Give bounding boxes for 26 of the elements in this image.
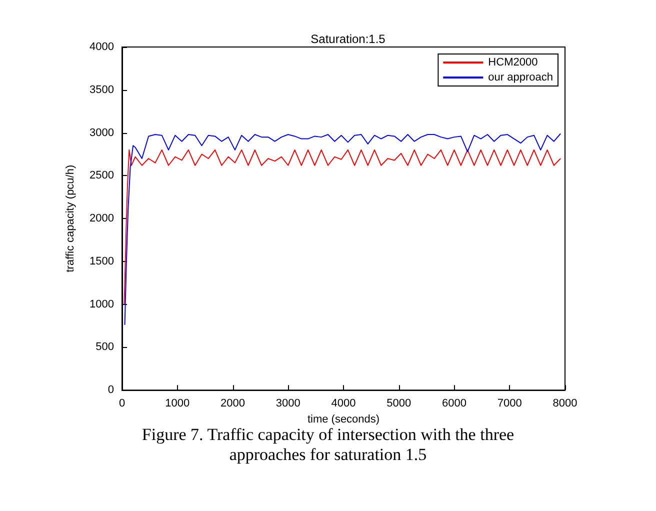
line-series (124, 149, 562, 305)
y-tick-label: 1000 (90, 298, 114, 310)
x-tick-label: 2000 (220, 398, 245, 410)
x-tick-label: 7000 (497, 398, 522, 410)
x-tick-label: 0 (118, 398, 126, 410)
legend-label: our approach (488, 72, 554, 84)
x-tick-label: 8000 (552, 398, 578, 410)
y-tick-label: 1500 (90, 255, 114, 268)
legend-label: HCM2000 (488, 56, 538, 68)
chart-title: Saturation:1.5 (310, 32, 386, 46)
y-tick-label: 3500 (90, 84, 114, 96)
x-axis-title: time (seconds) (307, 414, 380, 426)
x-tick-label: 6000 (442, 398, 466, 410)
line-series (124, 133, 562, 326)
y-tick-label: 500 (96, 341, 114, 354)
y-tick-label: 0 (108, 384, 114, 396)
x-tick-label: 4000 (331, 398, 356, 410)
y-tick-label: 4000 (90, 41, 114, 53)
y-tick-label: 2000 (90, 212, 114, 225)
y-axis-title: traffic capacity (pcu/h) (64, 164, 76, 272)
caption: Figure 7. Traffic capacity of intersection with the three approaches for saturation 1.5 (140, 425, 516, 465)
x-tick-label: 5000 (386, 398, 412, 410)
x-tick-label: 3000 (276, 398, 300, 410)
x-tick-label: 1000 (165, 398, 190, 410)
y-tick-label: 3000 (90, 126, 114, 139)
y-tick-label: 2500 (90, 170, 114, 182)
